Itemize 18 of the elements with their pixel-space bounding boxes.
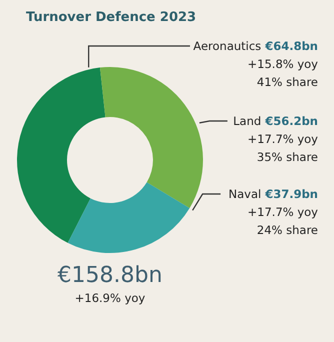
text: +15.8% yoy bbox=[248, 57, 318, 71]
slice-label: Naval bbox=[228, 187, 262, 201]
text: +17.7% yoy bbox=[248, 132, 318, 146]
data-label: €56.2bn bbox=[261, 114, 318, 128]
text: +16.9% yoy bbox=[74, 291, 146, 305]
text: 35% share bbox=[256, 150, 318, 164]
donut-slice bbox=[17, 68, 106, 243]
chart-title: Turnover Defence 2023 bbox=[26, 10, 196, 25]
slice-label: Land bbox=[233, 114, 262, 128]
donut-slice bbox=[68, 182, 190, 253]
donut-slice bbox=[100, 67, 203, 208]
text: 24% share bbox=[256, 223, 318, 237]
text: €158.8bn bbox=[58, 263, 162, 288]
slice-label: Aeronautics bbox=[193, 39, 262, 53]
data-label: €37.9bn bbox=[261, 187, 318, 201]
text: +17.7% yoy bbox=[248, 205, 318, 219]
data-label: €64.8bn bbox=[261, 39, 318, 53]
text: 41% share bbox=[256, 75, 318, 89]
